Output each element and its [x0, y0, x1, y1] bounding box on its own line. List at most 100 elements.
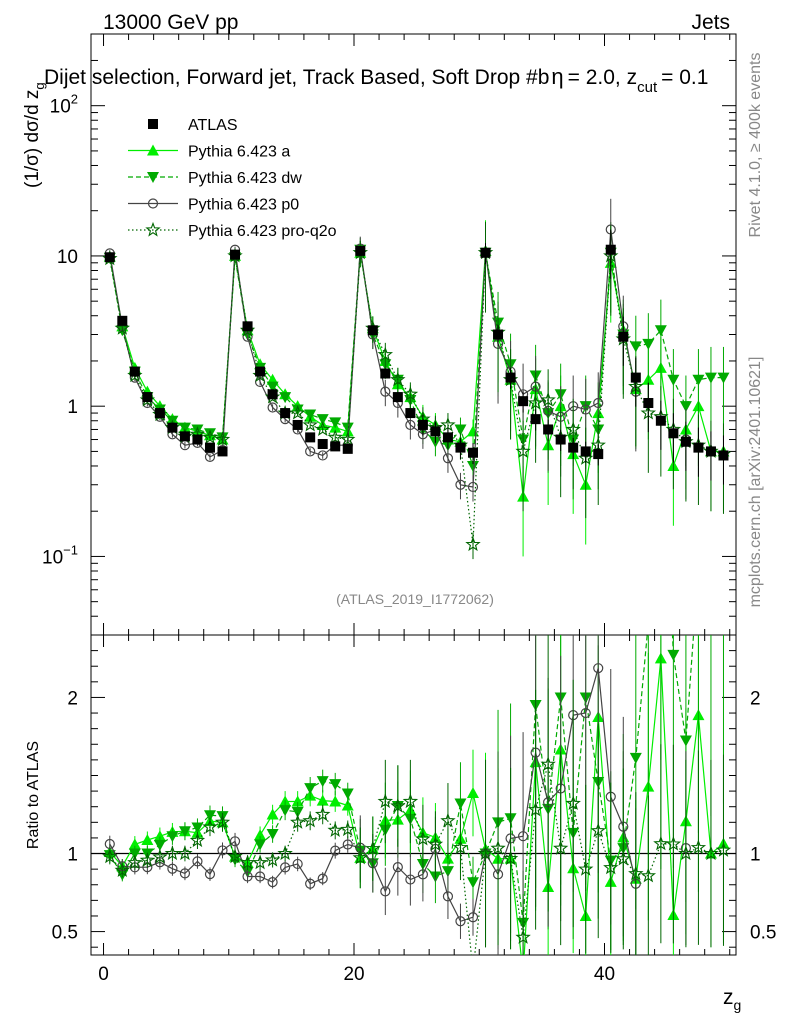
ratio-point-a: [329, 795, 342, 807]
y-tick-label: 102: [50, 92, 78, 118]
ratio-point-pro: [314, 806, 331, 822]
point-data: [154, 408, 165, 419]
ratio-tick-label-right: 2: [750, 688, 761, 709]
ratio-point-dw: [316, 776, 329, 788]
ratio-tick-label: 2: [67, 688, 78, 709]
point-data: [392, 392, 403, 403]
point-data: [630, 372, 641, 383]
legend-entry-data: ATLAS: [148, 117, 238, 134]
point-dw: [279, 392, 292, 404]
ratio-point-dw: [692, 563, 704, 574]
legend-entry-p0: Pythia 6.423 p0: [128, 197, 299, 214]
series-line-pro: [109, 252, 724, 545]
point-data: [543, 424, 554, 435]
ratio-point-dw: [466, 877, 479, 889]
ratio-point-pro: [239, 854, 256, 870]
y-tick-label-exp: 2: [71, 92, 78, 107]
point-data: [655, 415, 666, 426]
ratio-point-dw: [203, 810, 216, 822]
series-data: [104, 229, 729, 485]
ratio-point-dw: [667, 649, 680, 661]
ratio-point-p0: [242, 871, 253, 882]
ratio-point-pro: [264, 851, 281, 867]
x-tick-label: 20: [343, 964, 364, 985]
ratio-point-pro: [139, 852, 155, 867]
rivet-version-label: Rivet 4.1.0, ≥ 400k events: [747, 53, 764, 238]
mcplots-label: mcplots.cern.ch [arXiv:2401.10621]: [747, 357, 764, 608]
point-data: [230, 249, 241, 260]
ratio-panel-frame: [90, 634, 737, 956]
category-label: Jets: [691, 11, 730, 34]
point-data: [117, 315, 128, 326]
point-p0: [455, 479, 466, 490]
ratio-tick-label-right: 0.5: [750, 923, 776, 944]
ratio-point-pro: [565, 795, 581, 810]
point-data: [518, 396, 529, 407]
ratio-point-a: [316, 794, 329, 806]
ratio-point-pro: [427, 836, 444, 851]
y-axis-label-main-sub: g: [32, 82, 47, 89]
point-data: [705, 446, 716, 457]
y-tick-label-exp: −1: [63, 542, 78, 557]
point-pro: [515, 443, 531, 458]
point-p0: [442, 453, 454, 464]
ratio-point-pro: [415, 830, 431, 846]
ratio-point-p0: [455, 916, 466, 927]
ratio-point-pro: [540, 756, 556, 771]
point-data: [530, 414, 541, 425]
ratio-point-pro: [690, 839, 707, 855]
title-zcut-sub: cut: [637, 79, 658, 96]
point-data: [680, 436, 691, 447]
ratio-point-pro: [628, 865, 644, 881]
point-dw: [629, 341, 642, 353]
point-pro: [465, 536, 481, 552]
point-dw: [316, 414, 329, 426]
point-data: [555, 434, 566, 445]
ratio-point-p0: [593, 663, 604, 674]
point-data: [505, 372, 516, 383]
legend-entry-pro: Pythia 6.423 pro-q2o: [128, 221, 337, 240]
ratio-point-dw: [642, 618, 654, 629]
ratio-point-dw: [166, 831, 179, 843]
point-data: [267, 389, 278, 400]
ratio-tick-label: 1: [67, 845, 78, 866]
point-data: [580, 446, 591, 457]
point-pro: [402, 386, 419, 401]
point-pro: [302, 416, 318, 432]
ratio-point-pro: [340, 821, 356, 837]
ratio-point-p0: [517, 831, 529, 842]
point-p0: [380, 386, 391, 397]
point-dw: [692, 374, 705, 386]
x-tick-label: 40: [594, 964, 615, 985]
ratio-point-p0: [217, 845, 228, 856]
point-dw: [679, 401, 692, 413]
ratio-point-dw: [705, 521, 717, 532]
ratio-point-pro: [452, 839, 469, 855]
point-dw: [704, 372, 717, 384]
point-data: [618, 331, 629, 342]
y-tick-label: 10: [57, 247, 78, 268]
ratio-point-pro: [352, 849, 369, 865]
x-tick-label: 0: [98, 964, 109, 985]
legend: ATLAS Pythia 6.423 a Pythia 6.423 dw Pythia…: [128, 117, 337, 240]
ratio-point-pro: [553, 840, 569, 855]
point-dw: [178, 422, 191, 434]
point-data: [455, 442, 466, 453]
legend-marker-pro: [145, 221, 161, 237]
point-data: [317, 439, 328, 450]
ratio-point-pro: [327, 822, 343, 838]
point-data: [417, 419, 428, 430]
point-p0: [593, 397, 604, 409]
point-data: [568, 442, 579, 453]
ratio-point-p0: [580, 707, 591, 719]
ratio-point-p0: [305, 878, 316, 889]
point-p0: [580, 404, 591, 415]
ratio-point-pro: [189, 832, 206, 848]
ratio-point-pro: [252, 854, 268, 870]
point-data: [104, 252, 115, 263]
ratio-point-pro: [202, 818, 218, 834]
ratio-point-pro: [640, 867, 657, 883]
point-data: [405, 408, 416, 419]
title-beta-symbol: η: [551, 64, 563, 89]
